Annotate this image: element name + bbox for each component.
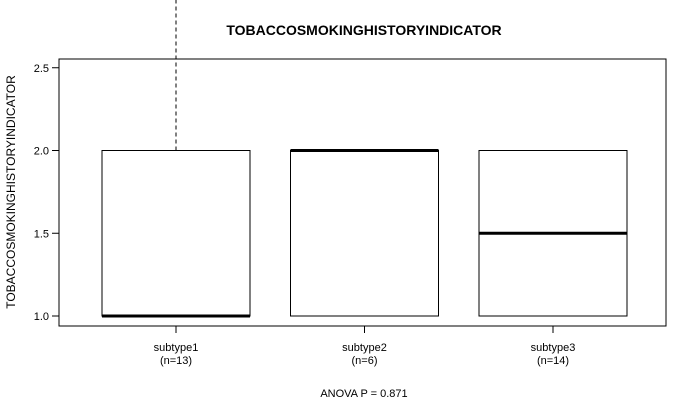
anova-annotation: ANOVA P = 0.871 bbox=[320, 388, 407, 400]
plot-frame bbox=[58, 58, 667, 327]
chart-marks: 1.01.52.02.53.03.54.0subtype1(n=13)subty… bbox=[34, 0, 628, 367]
x-tick-label: subtype1 bbox=[154, 342, 199, 354]
y-tick-label: 1.0 bbox=[34, 311, 49, 323]
x-tick-label: subtype3 bbox=[531, 342, 576, 354]
x-count-label: (n=13) bbox=[160, 355, 192, 367]
y-tick-label: 1.5 bbox=[34, 228, 49, 240]
box-iqr bbox=[290, 150, 439, 317]
chart-title: TOBACCOSMOKINGHISTORYINDICATOR bbox=[226, 22, 501, 38]
y-tick-label: 2.5 bbox=[34, 63, 49, 75]
x-count-label: (n=6) bbox=[352, 355, 378, 367]
box-iqr bbox=[101, 150, 251, 317]
x-tick-label: subtype2 bbox=[342, 342, 387, 354]
y-axis-label: TOBACCOSMOKINGHISTORYINDICATOR bbox=[4, 75, 18, 309]
y-tick-label: 2.0 bbox=[34, 146, 49, 158]
x-count-label: (n=14) bbox=[537, 355, 569, 367]
